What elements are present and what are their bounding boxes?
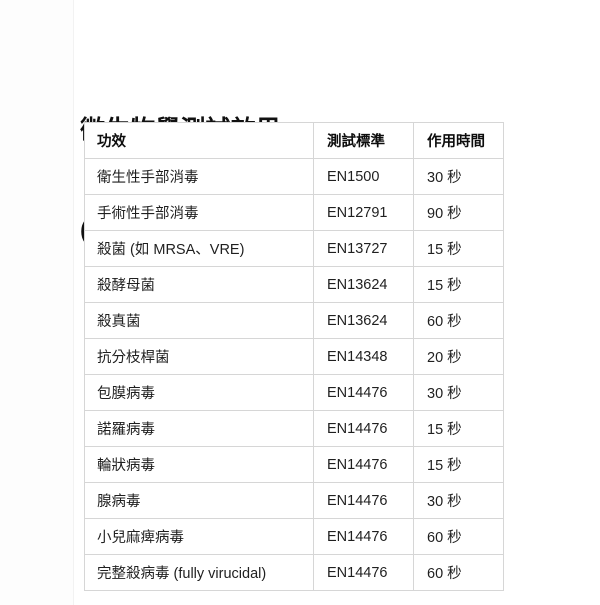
cell-standard: EN13624: [313, 266, 414, 303]
table-row: 殺酵母菌 EN13624 15 秒: [84, 266, 504, 303]
table-row: 手術性手部消毒 EN12791 90 秒: [84, 194, 504, 231]
table-row: 輪狀病毒 EN14476 15 秒: [84, 446, 504, 483]
column-header-time: 作用時間: [413, 122, 504, 159]
cell-time: 20 秒: [413, 338, 504, 375]
table-row: 包膜病毒 EN14476 30 秒: [84, 374, 504, 411]
cell-standard: EN13624: [313, 302, 414, 339]
cell-standard: EN14348: [313, 338, 414, 375]
table-header-row: 功效 測試標準 作用時間: [84, 122, 504, 159]
cell-standard: EN14476: [313, 554, 414, 591]
cell-standard: EN14476: [313, 410, 414, 447]
cell-effect: 手術性手部消毒: [84, 194, 314, 231]
cell-effect: 殺菌 (如 MRSA、VRE): [84, 230, 314, 267]
cell-standard: EN13727: [313, 230, 414, 267]
cell-effect: 抗分枝桿菌: [84, 338, 314, 375]
cell-time: 30 秒: [413, 482, 504, 519]
cell-effect: 殺酵母菌: [84, 266, 314, 303]
cell-effect: 殺真菌: [84, 302, 314, 339]
table-row: 抗分枝桿菌 EN14348 20 秒: [84, 338, 504, 375]
table-row: 殺真菌 EN13624 60 秒: [84, 302, 504, 339]
cell-time: 90 秒: [413, 194, 504, 231]
cell-standard: EN14476: [313, 518, 414, 555]
cell-effect: 小兒麻痺病毒: [84, 518, 314, 555]
table-body: 衛生性手部消毒 EN1500 30 秒手術性手部消毒 EN12791 90 秒殺菌 (如…: [84, 158, 504, 591]
cell-effect: 諾羅病毒: [84, 410, 314, 447]
microbiology-efficacy-table: 功效 測試標準 作用時間 衛生性手部消毒 EN1500 30 秒手術性手部消毒 EN1…: [84, 122, 504, 591]
cell-effect: 完整殺病毒 (fully virucidal): [84, 554, 314, 591]
cell-time: 15 秒: [413, 446, 504, 483]
page-left-edge: [0, 0, 74, 605]
table-row: 諾羅病毒 EN14476 15 秒: [84, 410, 504, 447]
cell-time: 60 秒: [413, 554, 504, 591]
cell-standard: EN14476: [313, 482, 414, 519]
column-header-effect: 功效: [84, 122, 314, 159]
table-header: 功效 測試標準 作用時間: [84, 122, 504, 159]
cell-effect: 衛生性手部消毒: [84, 158, 314, 195]
cell-time: 15 秒: [413, 266, 504, 303]
cell-effect: 輪狀病毒: [84, 446, 314, 483]
table-row: 完整殺病毒 (fully virucidal) EN14476 60 秒: [84, 554, 504, 591]
table-row: 衛生性手部消毒 EN1500 30 秒: [84, 158, 504, 195]
cell-time: 30 秒: [413, 158, 504, 195]
table-row: 小兒麻痺病毒 EN14476 60 秒: [84, 518, 504, 555]
column-header-standard: 測試標準: [313, 122, 414, 159]
cell-standard: EN12791: [313, 194, 414, 231]
table-row: 腺病毒 EN14476 30 秒: [84, 482, 504, 519]
table-row: 殺菌 (如 MRSA、VRE) EN13727 15 秒: [84, 230, 504, 267]
cell-time: 60 秒: [413, 302, 504, 339]
cell-effect: 包膜病毒: [84, 374, 314, 411]
cell-standard: EN1500: [313, 158, 414, 195]
cell-standard: EN14476: [313, 446, 414, 483]
cell-standard: EN14476: [313, 374, 414, 411]
cell-time: 15 秒: [413, 410, 504, 447]
cell-effect: 腺病毒: [84, 482, 314, 519]
cell-time: 60 秒: [413, 518, 504, 555]
cell-time: 30 秒: [413, 374, 504, 411]
cell-time: 15 秒: [413, 230, 504, 267]
